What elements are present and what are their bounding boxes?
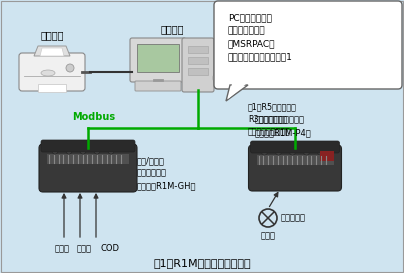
FancyBboxPatch shape	[182, 38, 214, 92]
Circle shape	[276, 149, 282, 155]
FancyBboxPatch shape	[320, 151, 333, 161]
Circle shape	[303, 149, 309, 155]
Text: 直流/熱電対
入力ユニット
（形式：R1M-GH）: 直流/熱電対 入力ユニット （形式：R1M-GH）	[137, 156, 196, 190]
Polygon shape	[228, 84, 246, 99]
FancyBboxPatch shape	[47, 154, 129, 164]
Text: 積算カウンタユニット
（形式：R1M-P4）: 積算カウンタユニット （形式：R1M-P4）	[255, 115, 311, 137]
Polygon shape	[34, 46, 70, 56]
Polygon shape	[226, 85, 248, 101]
FancyBboxPatch shape	[250, 141, 339, 153]
Text: 全りん: 全りん	[76, 244, 91, 253]
FancyBboxPatch shape	[214, 1, 402, 89]
FancyBboxPatch shape	[188, 57, 208, 64]
Circle shape	[94, 148, 100, 154]
Polygon shape	[40, 48, 64, 56]
Text: 流量計: 流量計	[261, 231, 276, 240]
Text: ＊1、R5シリーズ、
R3シリーズには
付属していません。: ＊1、R5シリーズ、 R3シリーズには 付属していません。	[248, 102, 297, 136]
Text: パソコン: パソコン	[160, 24, 184, 34]
Circle shape	[66, 148, 72, 154]
Text: PCレコーダ総合
支援パッケージ
（MSRPAC）
入出力ユニットに付属＊1: PCレコーダ総合 支援パッケージ （MSRPAC） 入出力ユニットに付属＊1	[228, 13, 293, 62]
Text: 図1　R1Mのシステム構成例: 図1 R1Mのシステム構成例	[153, 258, 251, 268]
Text: プリンタ: プリンタ	[40, 30, 64, 40]
Circle shape	[290, 149, 295, 155]
FancyBboxPatch shape	[257, 155, 333, 165]
Circle shape	[108, 148, 114, 154]
FancyBboxPatch shape	[135, 81, 181, 91]
FancyBboxPatch shape	[137, 44, 179, 72]
FancyBboxPatch shape	[39, 144, 137, 192]
Circle shape	[80, 148, 86, 154]
Text: COD: COD	[101, 244, 120, 253]
Ellipse shape	[41, 70, 55, 76]
Text: 全窒素: 全窒素	[55, 244, 69, 253]
FancyBboxPatch shape	[248, 145, 341, 191]
FancyBboxPatch shape	[130, 38, 186, 82]
FancyBboxPatch shape	[41, 140, 135, 152]
Text: パルス信号: パルス信号	[281, 213, 306, 222]
Ellipse shape	[213, 71, 223, 85]
Text: Modbus: Modbus	[72, 112, 115, 122]
FancyBboxPatch shape	[38, 84, 66, 92]
Circle shape	[66, 64, 74, 72]
Circle shape	[318, 149, 324, 155]
FancyBboxPatch shape	[188, 46, 208, 53]
Circle shape	[52, 148, 58, 154]
Circle shape	[261, 149, 267, 155]
FancyBboxPatch shape	[19, 53, 85, 91]
FancyBboxPatch shape	[188, 68, 208, 75]
